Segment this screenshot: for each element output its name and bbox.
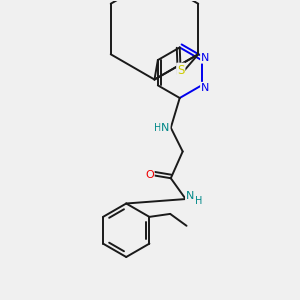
- Text: N: N: [201, 83, 209, 93]
- Text: S: S: [177, 64, 184, 76]
- Text: O: O: [145, 170, 154, 180]
- Text: H: H: [154, 123, 161, 133]
- Text: N: N: [201, 53, 209, 63]
- Text: N: N: [186, 191, 194, 201]
- Text: H: H: [195, 196, 202, 206]
- Text: N: N: [161, 123, 169, 133]
